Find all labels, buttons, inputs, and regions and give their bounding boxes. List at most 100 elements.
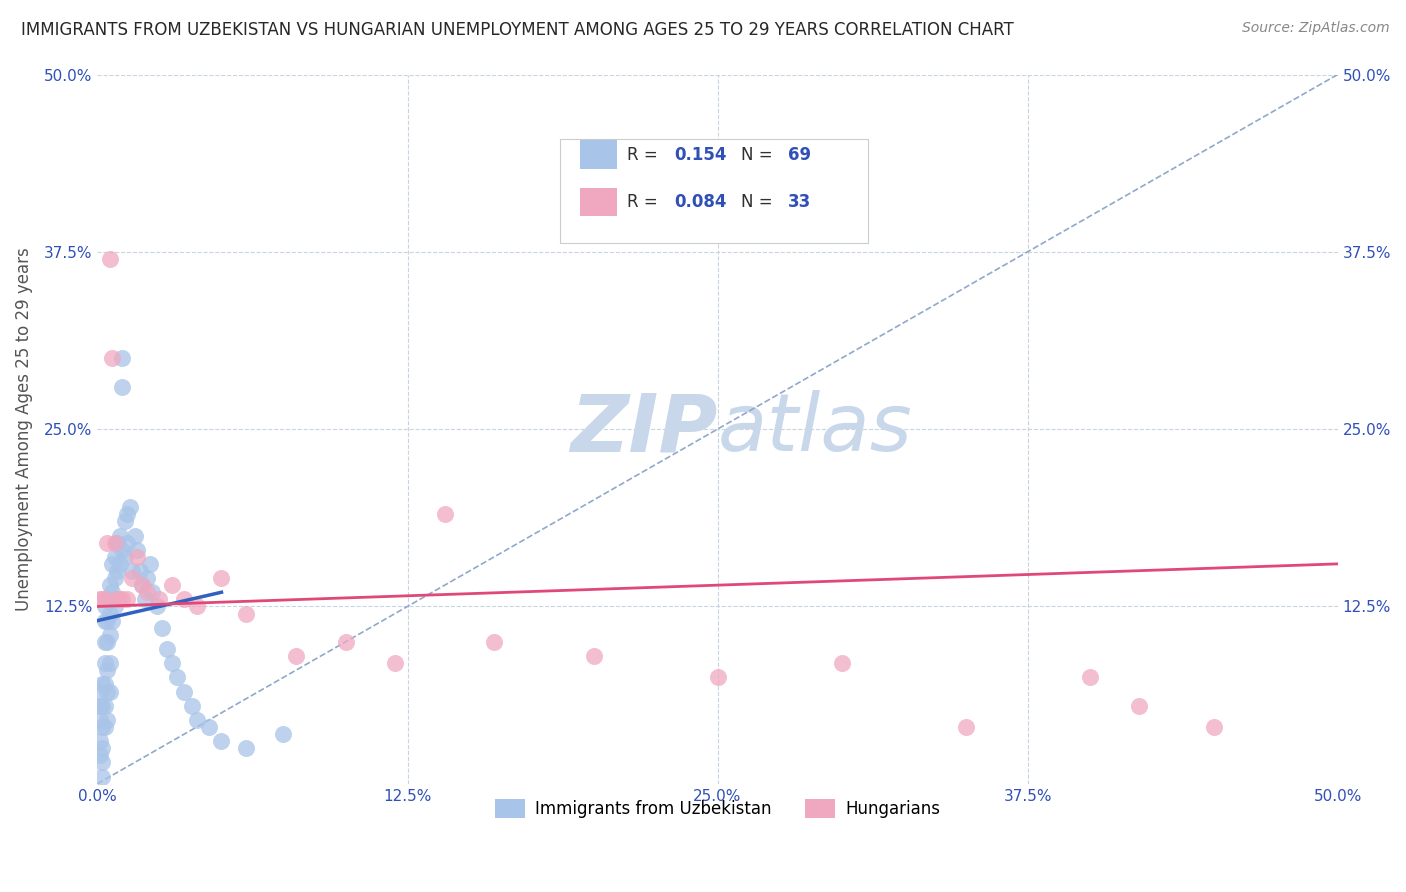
Point [115,592,138,607]
Point [91,756,114,770]
Point [108,528,131,542]
Point [1202,720,1225,734]
Point [124,528,146,542]
Point [105,564,128,578]
Point [1078,670,1101,684]
Point [166,670,188,684]
Point [136,571,159,585]
Point [89,592,111,607]
Point [582,649,605,664]
Point [148,592,170,607]
Point [104,571,127,585]
Text: N =: N = [741,194,778,211]
Point [136,585,159,599]
Point [94,614,117,628]
Point [108,592,131,607]
Point [150,621,173,635]
Point [98,578,121,592]
Point [114,514,136,528]
Text: R =: R = [627,145,664,163]
Point [118,500,141,515]
Point [98,628,121,642]
Point [96,684,118,698]
Point [128,564,150,578]
Point [127,549,149,564]
Point [91,770,114,784]
Point [105,535,128,549]
Point [94,635,117,649]
Point [98,607,121,621]
Point [121,571,143,585]
Point [104,599,127,614]
Point [121,564,143,578]
Point [831,656,853,670]
Text: 33: 33 [789,194,811,211]
Point [108,557,131,571]
Point [94,720,117,734]
Point [211,571,233,585]
Point [235,741,257,756]
Bar [579,140,617,169]
Point [235,607,257,621]
Point [101,351,124,366]
Point [111,379,134,393]
Point [101,557,124,571]
Point [111,542,134,557]
Point [284,649,307,664]
Point [131,578,153,592]
Point [89,734,111,748]
Point [160,656,183,670]
Point [101,585,124,599]
Point [131,578,153,592]
Point [384,656,406,670]
Point [104,549,127,564]
Point [105,592,128,607]
Point [1128,698,1150,713]
Point [94,698,117,713]
Point [433,507,456,521]
Point [96,635,118,649]
Point [156,642,179,657]
Point [96,535,118,549]
Point [138,557,160,571]
Point [94,592,117,607]
Text: R =: R = [627,194,664,211]
Point [141,585,163,599]
Point [98,252,121,266]
Point [91,720,114,734]
Point [134,592,156,607]
Point [198,720,221,734]
Text: atlas: atlas [717,390,912,468]
Point [104,535,127,549]
Point [94,599,117,614]
Point [91,592,114,607]
Text: 0.084: 0.084 [673,194,727,211]
Point [96,713,118,727]
Point [273,727,295,741]
Bar [579,188,617,217]
Point [96,592,118,607]
Text: 0.154: 0.154 [673,145,727,163]
Point [173,592,195,607]
Point [211,734,233,748]
Point [111,592,134,607]
Point [114,549,136,564]
Point [101,614,124,628]
Point [955,720,977,734]
Text: N =: N = [741,145,778,163]
Point [91,741,114,756]
FancyBboxPatch shape [560,139,868,243]
Text: IMMIGRANTS FROM UZBEKISTAN VS HUNGARIAN UNEMPLOYMENT AMONG AGES 25 TO 29 YEARS C: IMMIGRANTS FROM UZBEKISTAN VS HUNGARIAN … [21,21,1014,38]
Point [105,592,128,607]
Point [98,656,121,670]
Point [335,635,357,649]
Point [484,635,506,649]
Point [94,656,117,670]
Point [173,684,195,698]
Point [89,698,111,713]
Point [91,677,114,691]
Point [180,698,202,713]
Point [89,713,111,727]
Point [89,748,111,763]
Point [98,684,121,698]
